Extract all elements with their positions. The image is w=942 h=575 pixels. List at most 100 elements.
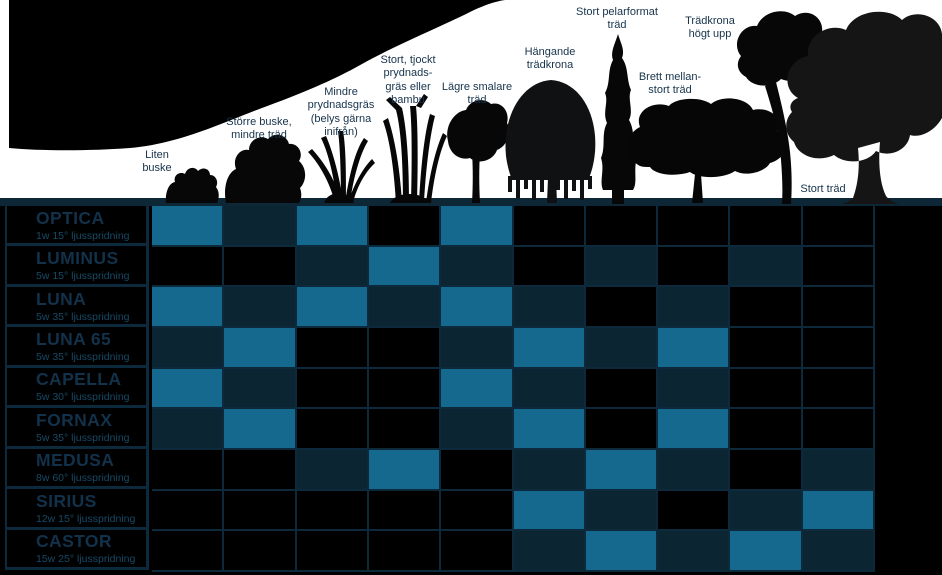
matrix-cell xyxy=(658,450,729,489)
column-label-5: Lägre smalare träd xyxy=(441,81,513,107)
matrix-cell xyxy=(224,206,295,245)
matrix-cell xyxy=(730,409,801,448)
matrix-cell xyxy=(513,206,584,245)
product-spec: 5w 35° ljusspridning xyxy=(36,351,130,364)
slender-tree-icon xyxy=(447,100,510,203)
matrix-cell xyxy=(513,450,584,489)
small-bush-icon xyxy=(165,167,219,203)
matrix-cell xyxy=(513,246,584,286)
matrix-cell xyxy=(802,246,873,286)
row-label: CASTOR 15w 25° ljusspridning xyxy=(7,529,146,570)
matrix-cell xyxy=(658,409,729,448)
matrix-cell xyxy=(441,206,512,245)
column-label-1: Liten buske xyxy=(142,149,172,175)
matrix-cell xyxy=(368,328,440,367)
product-spec: 5w 30° ljusspridning xyxy=(36,391,130,404)
matrix-cell xyxy=(296,368,367,408)
matrix-cell xyxy=(296,246,367,286)
column-label-2: Större buske, mindre träd xyxy=(226,116,292,142)
matrix-cell xyxy=(658,368,729,408)
row-label: LUMINUS 5w 15° ljusspridning xyxy=(7,246,146,287)
matrix-cell xyxy=(152,450,223,489)
matrix-cell xyxy=(585,409,657,448)
matrix-cell xyxy=(152,206,223,245)
product-name: CAPELLA xyxy=(36,369,122,390)
row-label: MEDUSA 8w 60° ljusspridning xyxy=(7,448,146,490)
matrix-cell xyxy=(224,409,295,448)
matrix-cell xyxy=(152,531,223,570)
matrix-cell xyxy=(585,328,657,367)
product-name: MEDUSA xyxy=(36,450,115,471)
column-label-8: Brett mellan- stort träd xyxy=(638,71,702,97)
matrix-cell xyxy=(368,409,440,448)
matrix-cell xyxy=(802,328,873,367)
product-spec: 5w 15° ljusspridning xyxy=(36,270,130,283)
matrix-area: OPTICA 1w 15° ljusspridning LUMINUS 5w 15° … xyxy=(0,206,942,575)
row-label: LUNA 65 5w 35° ljusspridning xyxy=(7,327,146,368)
matrix-cell xyxy=(441,287,512,326)
matrix-cell xyxy=(224,368,295,408)
matrix-cell xyxy=(658,246,729,286)
matrix-cell xyxy=(802,206,873,245)
matrix-cell xyxy=(658,531,729,570)
row-labels: OPTICA 1w 15° ljusspridning LUMINUS 5w 15° … xyxy=(5,206,149,570)
product-name: LUNA xyxy=(36,288,87,309)
matrix-cell xyxy=(513,409,584,448)
matrix-cell xyxy=(296,450,367,489)
product-spec: 1w 15° ljusspridning xyxy=(36,229,130,242)
matrix-cell xyxy=(224,531,295,570)
matrix-cell xyxy=(152,368,223,408)
bamboo-clump-icon xyxy=(383,94,447,203)
column-label-4: Stort, tjockt prydnads- gräs eller bambu xyxy=(380,54,436,107)
matrix-cell xyxy=(368,490,440,530)
columnar-tree-icon xyxy=(601,34,637,204)
product-name: LUNA 65 xyxy=(36,329,112,350)
column-label-6: Hängande trädkrona xyxy=(524,46,576,72)
row-label: CAPELLA 5w 30° ljusspridning xyxy=(7,367,146,409)
matrix-cell xyxy=(730,490,801,530)
matrix-cell xyxy=(441,409,512,448)
matrix-cell xyxy=(296,287,367,326)
matrix-cell xyxy=(730,287,801,326)
matrix-cell xyxy=(296,490,367,530)
column-label-9: Trädkrona högt upp xyxy=(685,15,735,41)
matrix-grid xyxy=(152,206,875,572)
matrix-cell xyxy=(658,287,729,326)
matrix-cell xyxy=(441,490,512,530)
column-label-10: Stort träd xyxy=(800,183,846,195)
wide-tree-icon xyxy=(627,98,786,203)
matrix-cell xyxy=(224,450,295,489)
matrix-cell xyxy=(152,287,223,326)
matrix-cell xyxy=(730,368,801,408)
matrix-cell xyxy=(224,328,295,367)
matrix-cell xyxy=(585,531,657,570)
matrix-cell xyxy=(152,246,223,286)
matrix-cell xyxy=(585,368,657,408)
matrix-cell xyxy=(441,450,512,489)
matrix-cell xyxy=(802,368,873,408)
matrix-cell xyxy=(513,531,584,570)
matrix-cell xyxy=(296,531,367,570)
matrix-cell xyxy=(296,206,367,245)
matrix-cell xyxy=(802,490,873,530)
matrix-cell xyxy=(368,531,440,570)
matrix-cell xyxy=(730,531,801,570)
matrix-cell xyxy=(585,490,657,530)
matrix-cell xyxy=(730,328,801,367)
product-name: CASTOR xyxy=(36,531,112,552)
product-name: SIRIUS xyxy=(36,490,97,511)
row-label: FORNAX 5w 35° ljusspridning xyxy=(7,408,146,449)
matrix-cell xyxy=(730,450,801,489)
matrix-cell xyxy=(802,287,873,326)
matrix-cell xyxy=(296,328,367,367)
matrix-cell xyxy=(658,328,729,367)
product-spec: 5w 35° ljusspridning xyxy=(36,431,130,444)
matrix-cell xyxy=(730,206,801,245)
row-label: LUNA 5w 35° ljusspridning xyxy=(7,286,146,328)
matrix-cell xyxy=(513,490,584,530)
matrix-cell xyxy=(658,206,729,245)
matrix-cell xyxy=(513,287,584,326)
product-name: FORNAX xyxy=(36,409,113,430)
matrix-cell xyxy=(368,287,440,326)
